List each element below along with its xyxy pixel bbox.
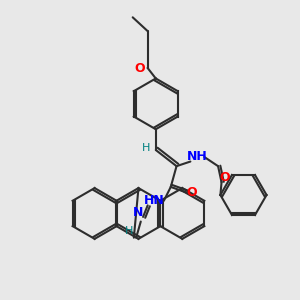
Text: N: N bbox=[133, 206, 144, 219]
Text: HN: HN bbox=[144, 194, 165, 207]
Text: NH: NH bbox=[187, 150, 208, 164]
Text: O: O bbox=[186, 186, 197, 199]
Text: O: O bbox=[220, 171, 230, 184]
Text: O: O bbox=[134, 61, 145, 75]
Text: H: H bbox=[125, 226, 134, 236]
Text: H: H bbox=[142, 143, 151, 153]
